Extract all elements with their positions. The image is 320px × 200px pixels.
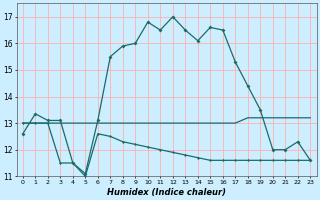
X-axis label: Humidex (Indice chaleur): Humidex (Indice chaleur)	[107, 188, 226, 197]
